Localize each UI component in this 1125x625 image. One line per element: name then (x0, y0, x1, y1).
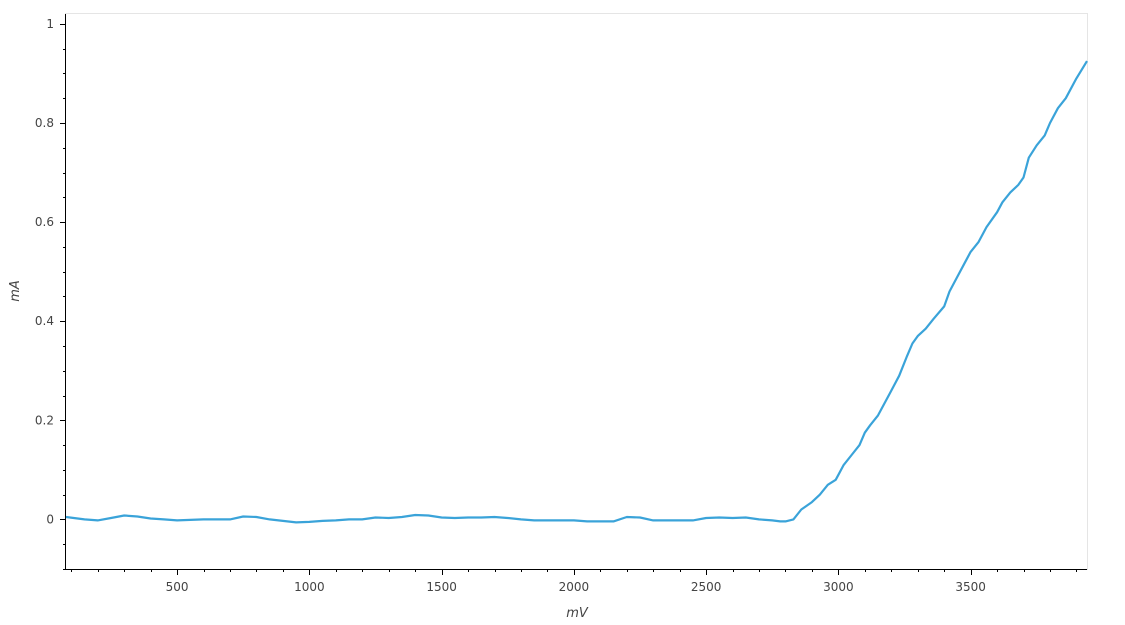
x-tick-label: 3000 (823, 580, 854, 594)
plot-frame (65, 13, 1088, 570)
y-tick-label: 0.2 (35, 413, 54, 427)
y-tick-label: 0.6 (35, 215, 54, 229)
y-tick-label: 0.8 (35, 116, 54, 130)
series-line (65, 60, 1088, 524)
series-layer (65, 60, 1088, 524)
x-tick-label: 2500 (691, 580, 722, 594)
x-tick-label: 3500 (955, 580, 986, 594)
x-tick-label: 2000 (559, 580, 590, 594)
x-tick-label: 1500 (426, 580, 457, 594)
x-tick-label: 1000 (294, 580, 325, 594)
y-tick-label: 0 (46, 512, 54, 526)
y-tick-label: 1 (46, 17, 54, 31)
x-axis: 500 1000 1500 2000 2500 3000 3500 (66, 569, 1087, 594)
x-tick-label: 500 (166, 580, 189, 594)
x-axis-label: mV (566, 606, 589, 621)
y-axis: 0 0.2 0.4 0.6 0.8 1 (35, 14, 66, 570)
y-axis-label: mA (8, 280, 23, 302)
y-tick-label: 0.4 (35, 314, 54, 328)
